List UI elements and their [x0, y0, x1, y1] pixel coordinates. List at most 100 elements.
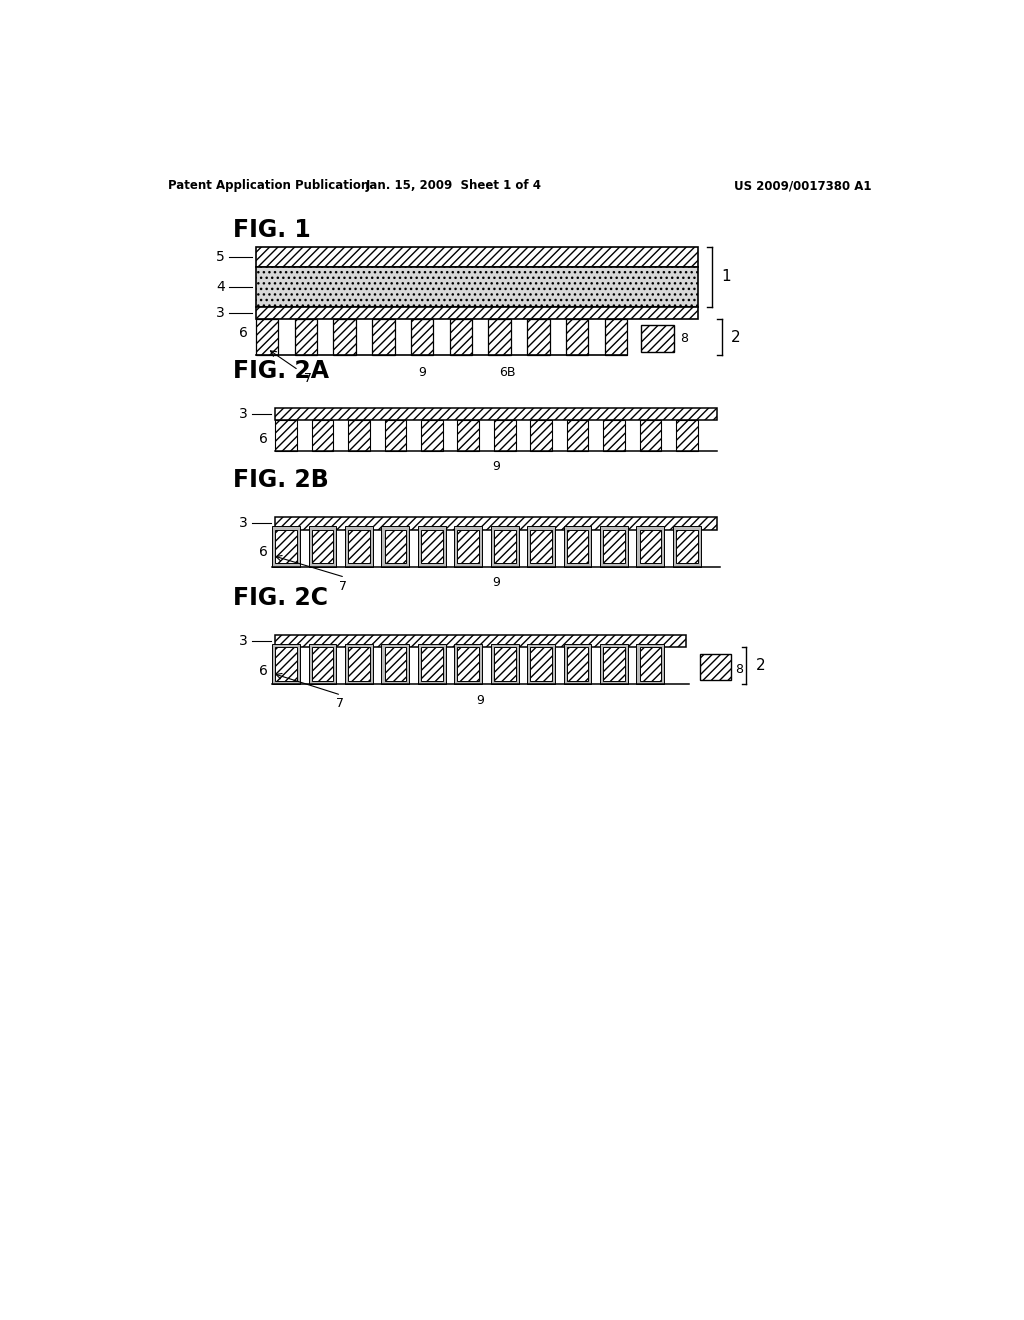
- Bar: [494, 529, 515, 564]
- Bar: [527, 319, 550, 355]
- Bar: [458, 420, 479, 451]
- Text: 6: 6: [240, 326, 248, 341]
- Text: 6: 6: [259, 664, 267, 678]
- Text: 9: 9: [493, 576, 500, 589]
- Bar: [700, 655, 731, 681]
- Text: 2: 2: [756, 659, 765, 673]
- Bar: [603, 420, 625, 451]
- Bar: [311, 647, 334, 681]
- Bar: [381, 644, 410, 684]
- Bar: [256, 247, 697, 267]
- Bar: [673, 527, 700, 566]
- Text: FIG. 2B: FIG. 2B: [232, 469, 329, 492]
- Bar: [275, 517, 717, 529]
- Bar: [450, 319, 472, 355]
- Bar: [676, 529, 697, 564]
- Bar: [421, 420, 442, 451]
- Bar: [418, 527, 445, 566]
- Bar: [566, 420, 589, 451]
- Bar: [566, 319, 589, 355]
- Bar: [490, 527, 518, 566]
- Bar: [488, 319, 511, 355]
- Bar: [641, 326, 674, 351]
- Text: 4: 4: [216, 280, 225, 294]
- Bar: [563, 527, 592, 566]
- Bar: [308, 527, 337, 566]
- Text: 7: 7: [304, 372, 312, 384]
- Bar: [640, 647, 662, 681]
- Bar: [636, 527, 665, 566]
- Bar: [275, 408, 717, 420]
- Bar: [458, 529, 479, 564]
- Bar: [421, 647, 442, 681]
- Text: Jan. 15, 2009  Sheet 1 of 4: Jan. 15, 2009 Sheet 1 of 4: [366, 180, 542, 193]
- Bar: [563, 644, 592, 684]
- Text: 3: 3: [216, 306, 225, 321]
- Text: 6: 6: [259, 432, 267, 446]
- Bar: [256, 308, 697, 319]
- Bar: [272, 527, 300, 566]
- Bar: [381, 527, 410, 566]
- Bar: [348, 529, 370, 564]
- Text: 8: 8: [680, 333, 688, 345]
- Text: FIG. 2C: FIG. 2C: [232, 586, 328, 610]
- Text: FIG. 2A: FIG. 2A: [232, 359, 329, 383]
- Bar: [385, 420, 407, 451]
- Bar: [275, 635, 686, 647]
- Bar: [530, 647, 552, 681]
- Bar: [275, 420, 297, 451]
- Bar: [275, 529, 297, 564]
- Text: 5: 5: [216, 249, 225, 264]
- Bar: [640, 420, 662, 451]
- Text: 8: 8: [735, 664, 743, 676]
- Bar: [256, 267, 697, 308]
- Text: Patent Application Publication: Patent Application Publication: [168, 180, 370, 193]
- Bar: [311, 420, 334, 451]
- Bar: [272, 644, 300, 684]
- Bar: [676, 420, 697, 451]
- Bar: [345, 527, 373, 566]
- Text: 9: 9: [418, 366, 426, 379]
- Bar: [600, 527, 628, 566]
- Text: FIG. 1: FIG. 1: [232, 219, 310, 243]
- Bar: [603, 647, 625, 681]
- Bar: [311, 529, 334, 564]
- Bar: [490, 644, 518, 684]
- Bar: [385, 647, 407, 681]
- Bar: [603, 529, 625, 564]
- Bar: [372, 319, 394, 355]
- Bar: [458, 647, 479, 681]
- Text: 1: 1: [721, 269, 730, 285]
- Bar: [385, 529, 407, 564]
- Bar: [494, 420, 515, 451]
- Text: 3: 3: [240, 634, 248, 648]
- Bar: [566, 529, 589, 564]
- Bar: [275, 647, 297, 681]
- Bar: [421, 529, 442, 564]
- Text: 6: 6: [259, 545, 267, 558]
- Bar: [418, 644, 445, 684]
- Text: 9: 9: [493, 461, 500, 474]
- Bar: [455, 527, 482, 566]
- Text: 7: 7: [339, 579, 347, 593]
- Bar: [640, 529, 662, 564]
- Bar: [530, 529, 552, 564]
- Bar: [604, 319, 627, 355]
- Bar: [348, 420, 370, 451]
- Text: 9: 9: [477, 693, 484, 706]
- Bar: [295, 319, 317, 355]
- Bar: [527, 644, 555, 684]
- Bar: [345, 644, 373, 684]
- Text: US 2009/0017380 A1: US 2009/0017380 A1: [734, 180, 872, 193]
- Bar: [334, 319, 356, 355]
- Bar: [308, 644, 337, 684]
- Bar: [530, 420, 552, 451]
- Bar: [494, 647, 515, 681]
- Bar: [566, 647, 589, 681]
- Bar: [600, 644, 628, 684]
- Text: 3: 3: [240, 407, 248, 421]
- Text: 3: 3: [240, 516, 248, 531]
- Text: 6B: 6B: [500, 366, 516, 379]
- Text: 7: 7: [336, 697, 344, 710]
- Bar: [527, 527, 555, 566]
